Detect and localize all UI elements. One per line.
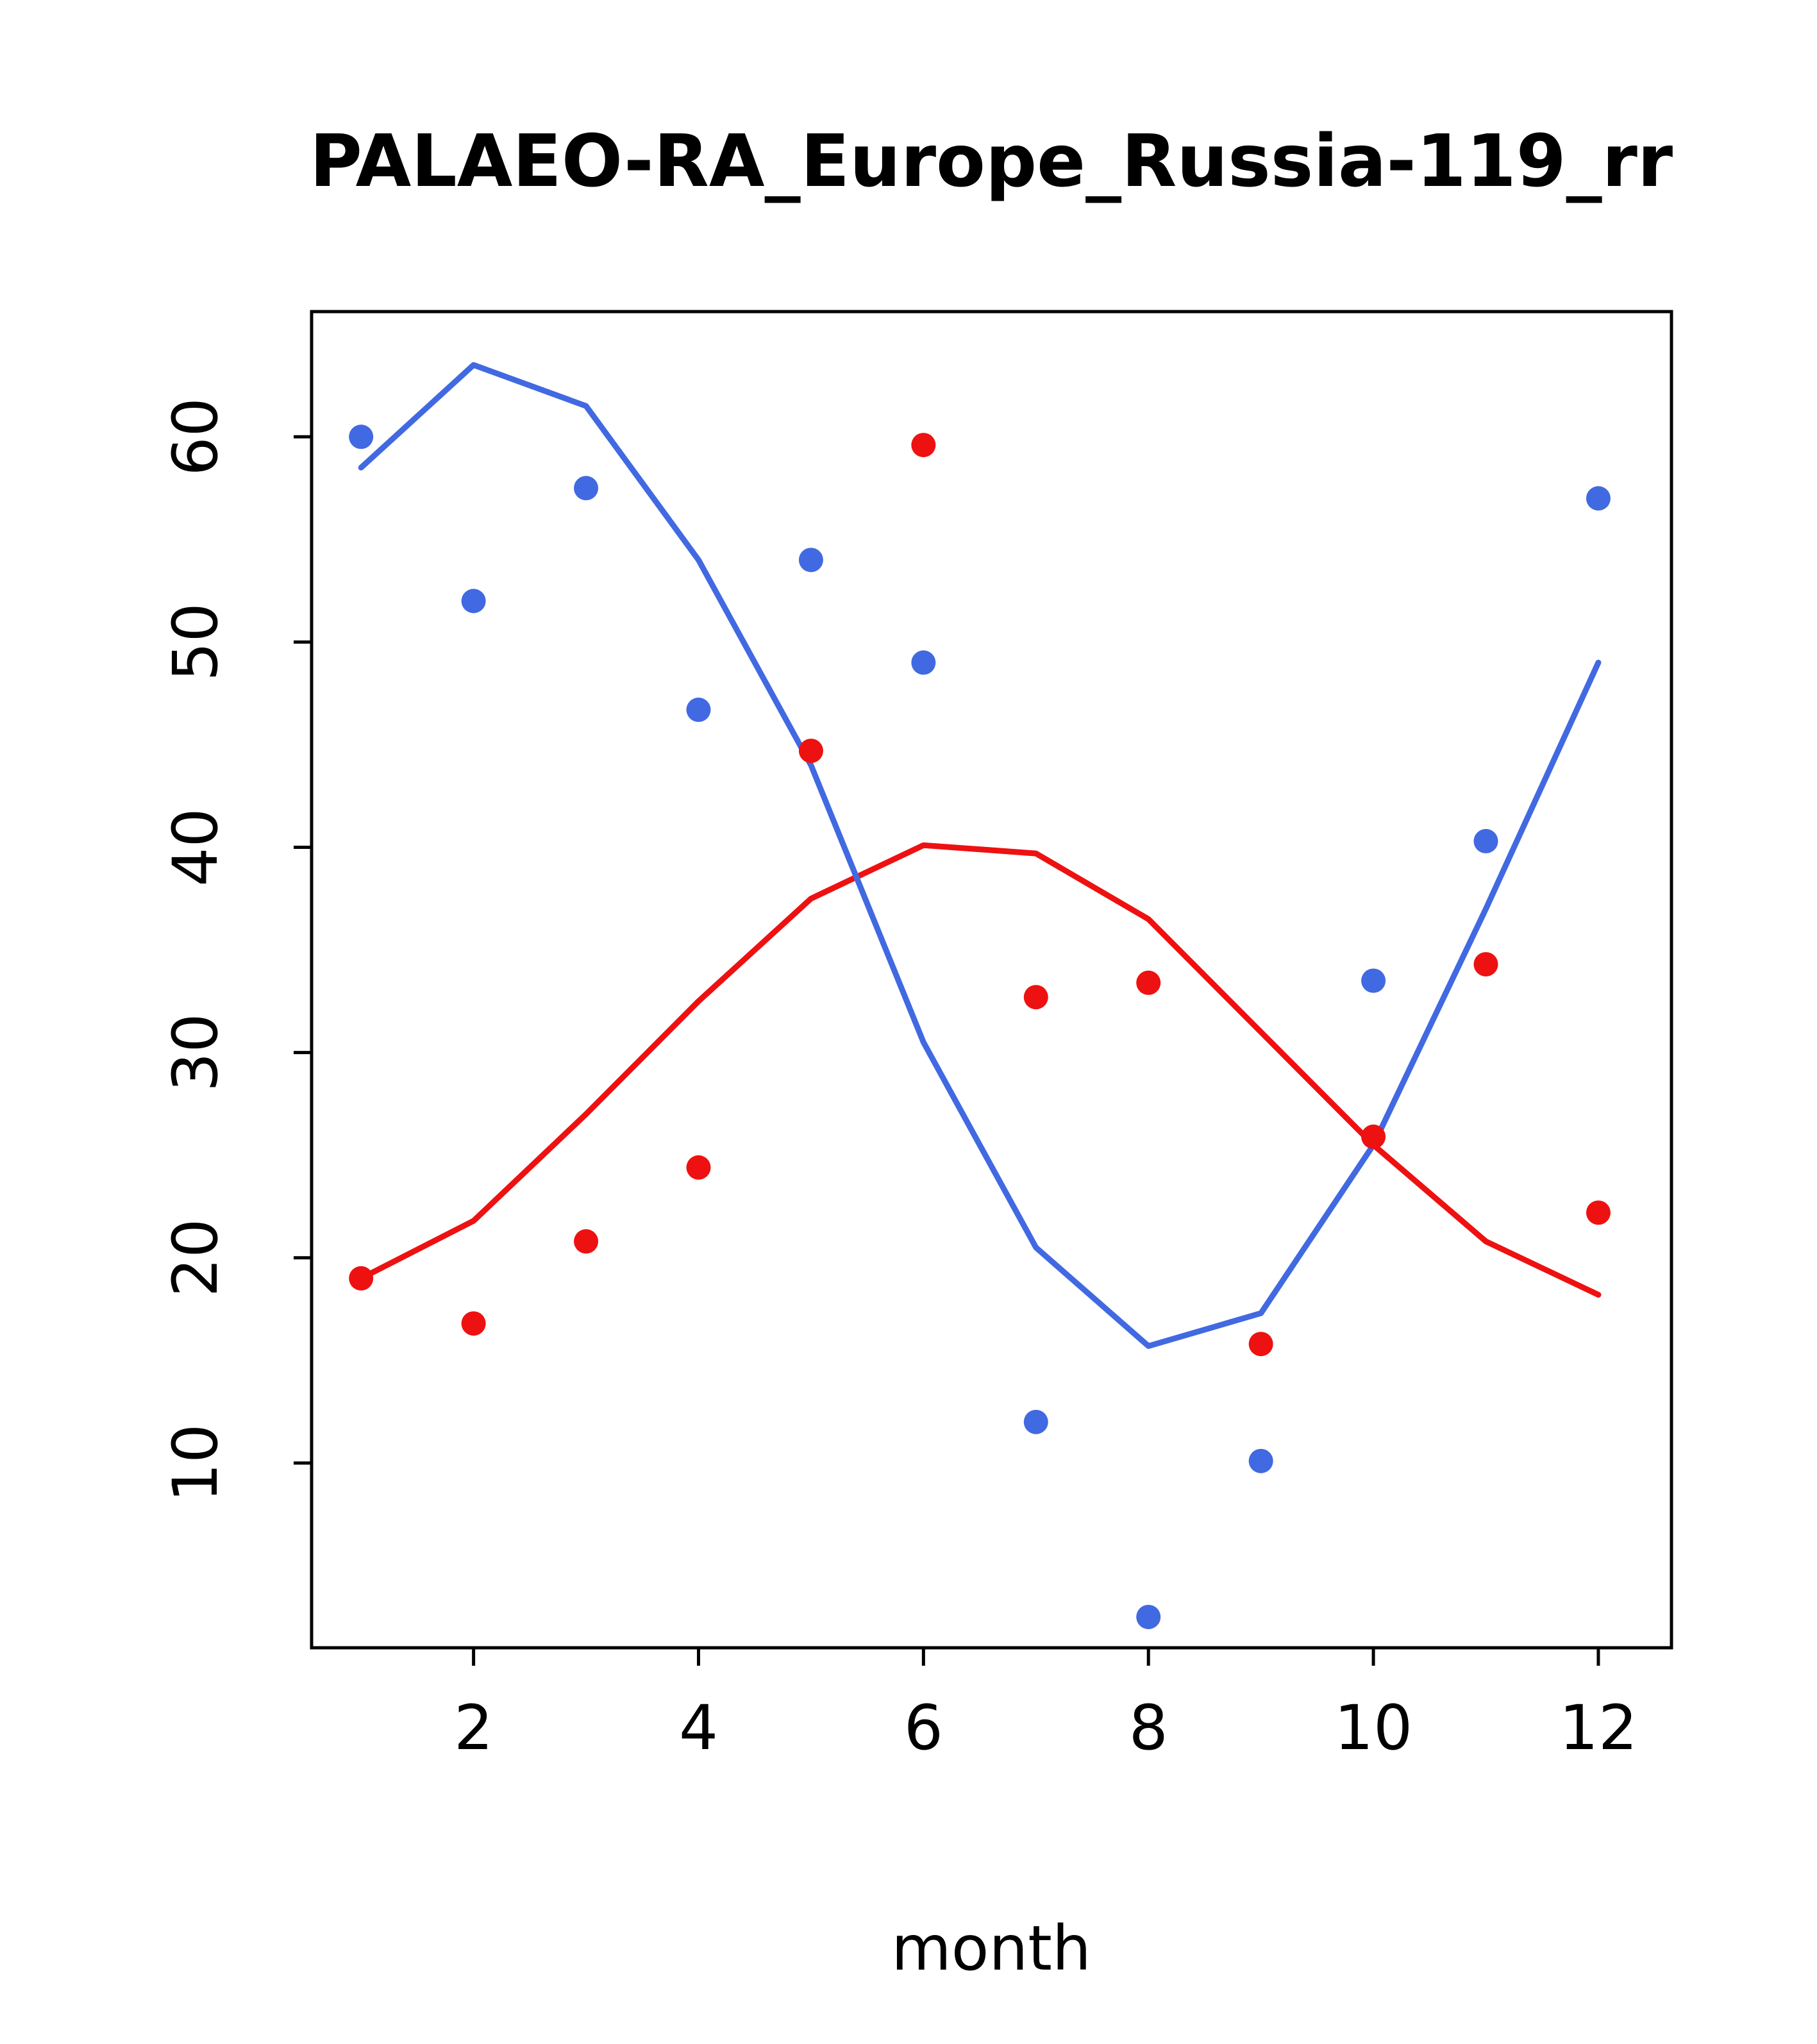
- x-tick-label: 10: [1334, 1692, 1412, 1764]
- red-points-marker: [349, 1266, 374, 1291]
- red-points-marker: [1473, 951, 1498, 976]
- red-points-marker: [911, 433, 936, 458]
- red-points-marker: [686, 1155, 711, 1180]
- red-points-marker: [1023, 985, 1048, 1010]
- x-tick-label: 6: [904, 1692, 943, 1764]
- y-tick-label: 40: [160, 808, 231, 886]
- x-tick-label: 4: [679, 1692, 718, 1764]
- blue-points-marker: [1136, 1604, 1161, 1629]
- y-tick-label: 30: [160, 1014, 231, 1092]
- x-axis-label: month: [891, 1913, 1091, 1984]
- y-tick-label: 10: [160, 1424, 231, 1502]
- red-points-marker: [574, 1229, 599, 1254]
- blue-points-marker: [686, 698, 711, 723]
- blue-points-marker: [461, 589, 486, 614]
- plot-border: [310, 310, 1673, 1650]
- y-tick-label: 60: [160, 398, 231, 476]
- red-points-marker: [1361, 1124, 1386, 1149]
- red-points-marker: [798, 739, 823, 764]
- x-tick-label: 2: [454, 1692, 493, 1764]
- blue-points-marker: [1023, 1409, 1048, 1434]
- chart-title: PALAEO-RA_Europe_Russia-119_rr: [310, 120, 1673, 203]
- red-points-marker: [1136, 970, 1161, 995]
- red-line: [358, 842, 1602, 1298]
- red-points-marker: [461, 1311, 486, 1336]
- blue-points-marker: [1586, 486, 1611, 511]
- blue-points-marker: [1473, 828, 1498, 853]
- y-tick-label: 20: [160, 1219, 231, 1297]
- blue-points-marker: [1361, 968, 1386, 993]
- red-points-marker: [1586, 1200, 1611, 1225]
- blue-points-marker: [1248, 1448, 1273, 1473]
- x-tick-label: 12: [1559, 1692, 1637, 1764]
- plot-dynamic-layer: 2 4 6 8 10 12 10 20 30 40 50 60: [160, 310, 1673, 1764]
- blue-line: [358, 362, 1602, 1349]
- blue-points-marker: [911, 650, 936, 675]
- blue-points-marker: [798, 548, 823, 573]
- x-tick-label: 8: [1129, 1692, 1168, 1764]
- red-points-marker: [1248, 1332, 1273, 1357]
- y-tick-label: 50: [160, 603, 231, 681]
- blue-points-marker: [574, 476, 599, 501]
- blue-points-marker: [349, 424, 374, 449]
